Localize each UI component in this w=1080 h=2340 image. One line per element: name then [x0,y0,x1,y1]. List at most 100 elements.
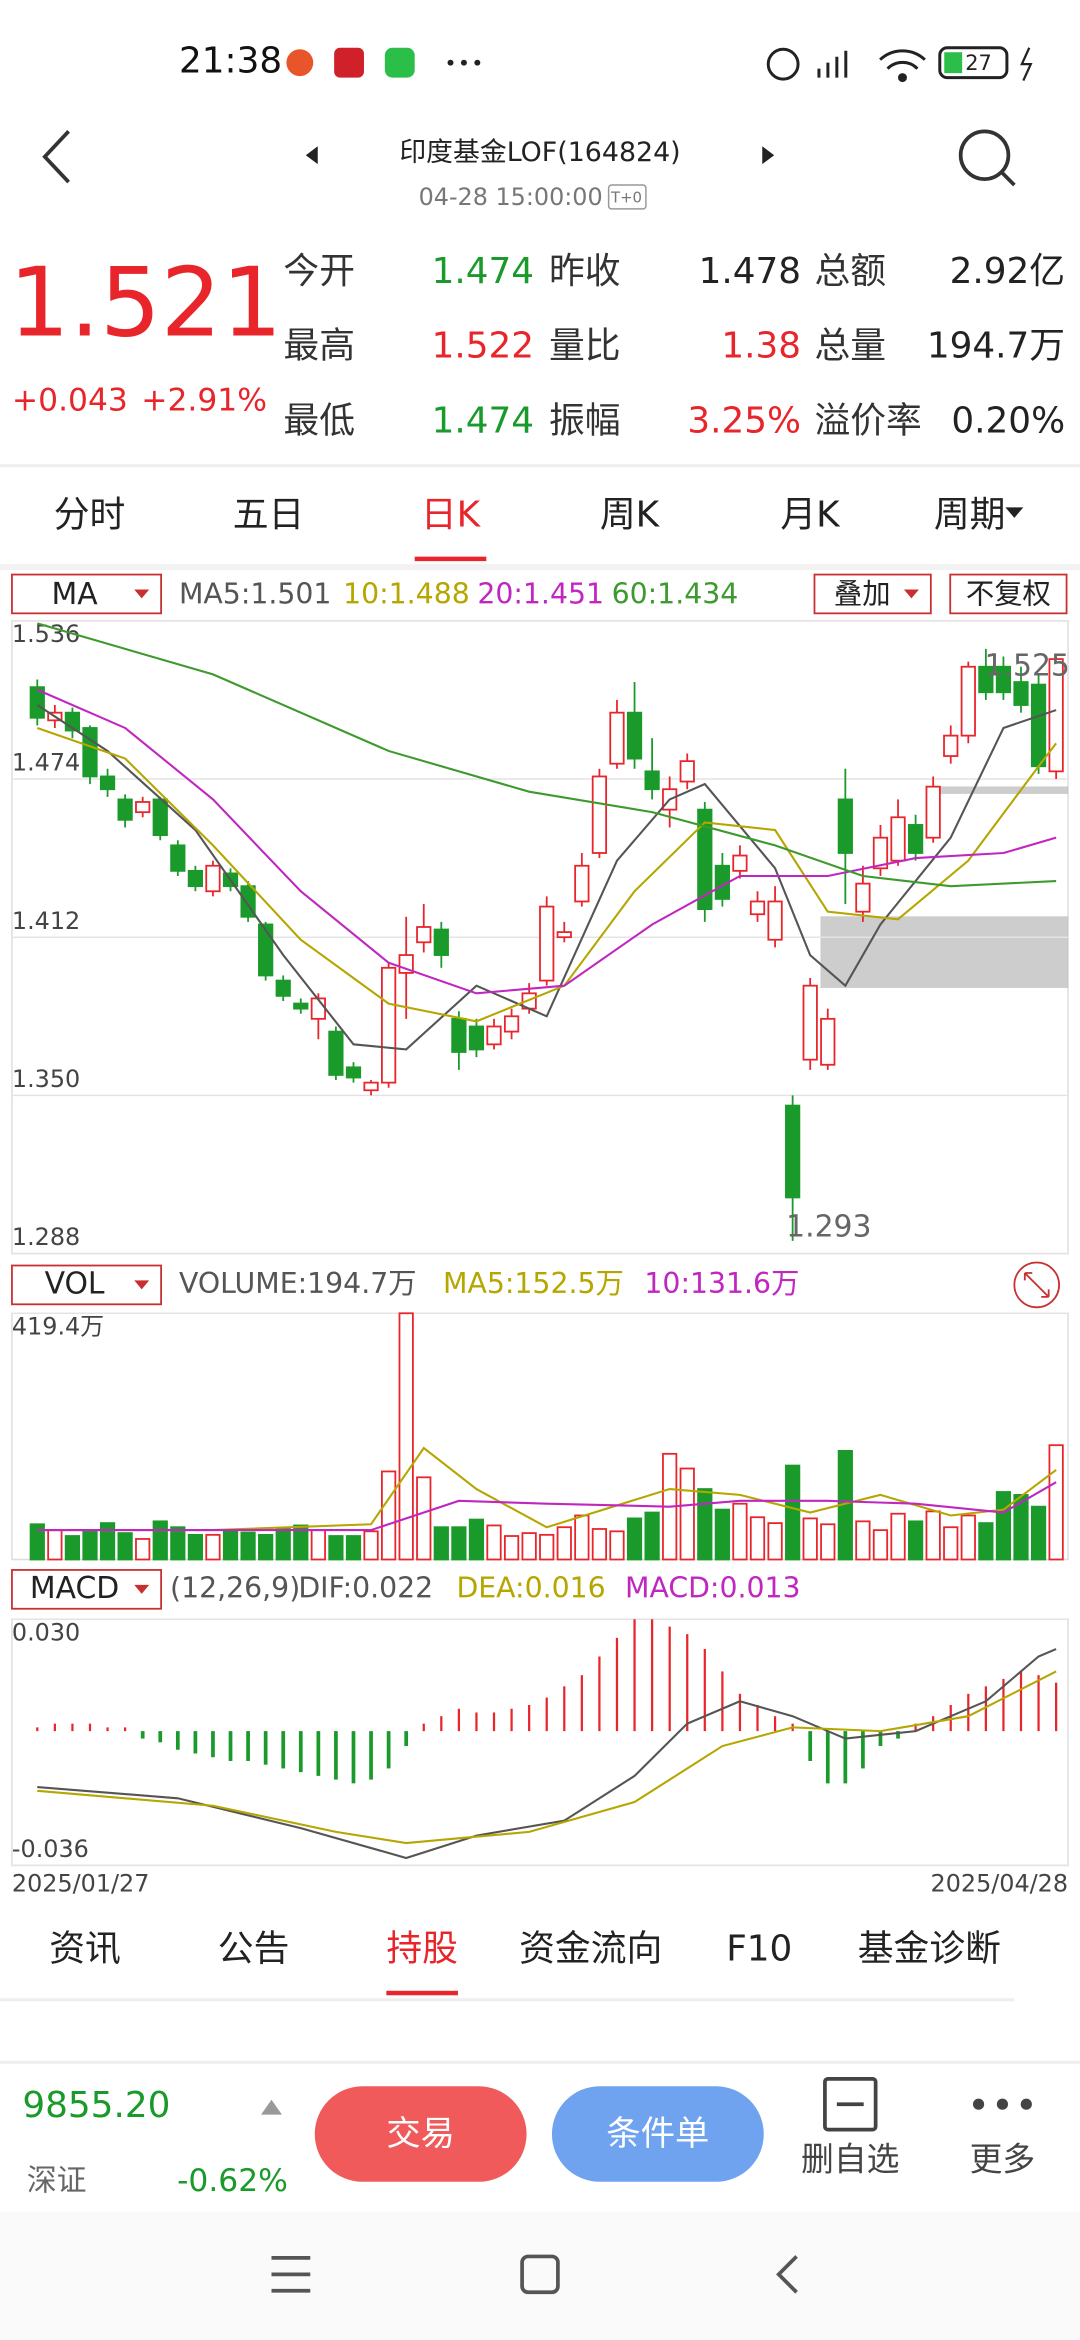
volume-bar [416,1476,432,1561]
macd-params: (12,26,9) [170,1571,300,1604]
search-button[interactable] [958,129,1011,181]
volume-bar [697,1488,713,1561]
field-value: 194.7万 [927,326,1065,367]
candle-body [1048,658,1064,773]
volume-bar [978,1522,994,1561]
info-tab[interactable]: 公告 [218,1928,290,1969]
candle-body [29,686,45,719]
volume-bar [644,1511,660,1561]
toolbar-icons[interactable] [823,2076,1032,2132]
period-tab[interactable]: 周K [600,494,661,535]
tab-underline [386,1990,458,1996]
candle-body [872,836,889,870]
candle-body [767,900,783,941]
indicator-select[interactable]: MA [52,577,99,612]
candle-body [539,905,555,982]
candle-body [170,844,186,872]
nav-bar [0,2211,1080,2340]
period-tab[interactable]: 分时 [54,494,126,535]
legend-entry: DIF:0.022 [298,1571,433,1604]
indicator-select[interactable]: VOL [45,1266,105,1301]
condition-label[interactable]: 条件单 [606,2114,709,2154]
info-tab[interactable]: F10 [726,1928,792,1969]
volume-bar [468,1518,485,1561]
volume-bar [591,1528,608,1561]
candle-body [995,665,1012,694]
period-tab[interactable]: 周期 [934,494,1006,535]
volume-bar [328,1535,344,1561]
info-tab[interactable]: 持股 [386,1928,458,1969]
trade-button[interactable] [314,2086,527,2182]
candle-body [591,775,608,854]
fund-title: 印度基金LOF(164824) [399,137,680,168]
info-tab[interactable]: 基金诊断 [858,1928,1001,1969]
candle-body [293,1002,309,1010]
candle-body [205,864,221,893]
volume-bar [82,1529,98,1561]
support-zones [820,786,1069,988]
condition-button[interactable] [551,2086,764,2182]
overlay-button[interactable]: 叠加 [834,577,891,610]
status-icons [286,46,1033,83]
change-pct: +2.91% [141,382,267,418]
candle-body [433,928,449,956]
candle-body [925,785,941,839]
nav-buttons[interactable] [271,2254,798,2295]
y-tick-label: 1.536 [12,620,80,648]
trade-badge: T+0 [610,188,642,206]
trade-label[interactable]: 交易 [386,2114,455,2154]
volume-bar [293,1524,309,1561]
volume-bar [1048,1444,1064,1561]
y-tick-label: -0.036 [12,1835,89,1863]
candle-body [820,1017,836,1066]
info-tab[interactable]: 资讯 [49,1928,121,1969]
header-icons [42,129,1016,210]
volume-bar [64,1535,81,1561]
period-tab[interactable]: 五日 [233,494,305,535]
field-value: 1.38 [721,326,801,367]
adjust-button[interactable]: 不复权 [966,577,1051,610]
legend-entry: VOLUME:194.7万 [179,1267,417,1300]
candle-body [802,984,818,1061]
volume-bar [381,1470,397,1561]
indicator-line [36,688,1057,995]
candle-body [345,1066,362,1079]
back-button[interactable] [42,130,70,184]
volume-bar [1013,1494,1029,1561]
volume-bar [363,1530,379,1561]
info-tab[interactable]: 资金流向 [519,1928,662,1969]
volume-bar [785,1464,801,1561]
candle-body [732,854,748,872]
candle-body [451,1017,467,1053]
expand-arrow[interactable] [261,2099,282,2115]
volume-bar [135,1538,151,1561]
candle-body [679,760,695,783]
field-label: 振幅 [549,400,621,441]
indicator-select[interactable]: MACD [30,1571,119,1606]
candle-body [99,775,116,791]
candle-body [556,931,572,939]
tab-underline [414,556,487,562]
volume-bar [205,1533,221,1561]
more-label[interactable]: 更多 [970,2140,1036,2178]
volume-bar [802,1517,818,1561]
dropdown-arrow [1005,507,1024,518]
period-tab[interactable]: 月K [780,494,841,535]
field-label: 最低 [283,400,355,441]
legend-entry: 10:131.6万 [644,1267,799,1300]
period-tab[interactable]: 日K [421,494,482,535]
volume-bar [310,1529,326,1561]
dropdown-boxes[interactable] [11,573,1068,1610]
candle-body [978,665,994,694]
field-value: 1.474 [432,251,534,292]
field-label: 总量 [814,326,886,367]
volume-bar [626,1517,643,1561]
volume-bar [521,1532,537,1561]
clock: 21:38 [179,41,282,82]
remove-label[interactable]: 删自选 [801,2140,899,2178]
volume-bar [433,1526,449,1561]
field-label: 昨收 [549,251,621,292]
indicator-line [36,726,1057,1023]
candle-body [328,1030,344,1076]
